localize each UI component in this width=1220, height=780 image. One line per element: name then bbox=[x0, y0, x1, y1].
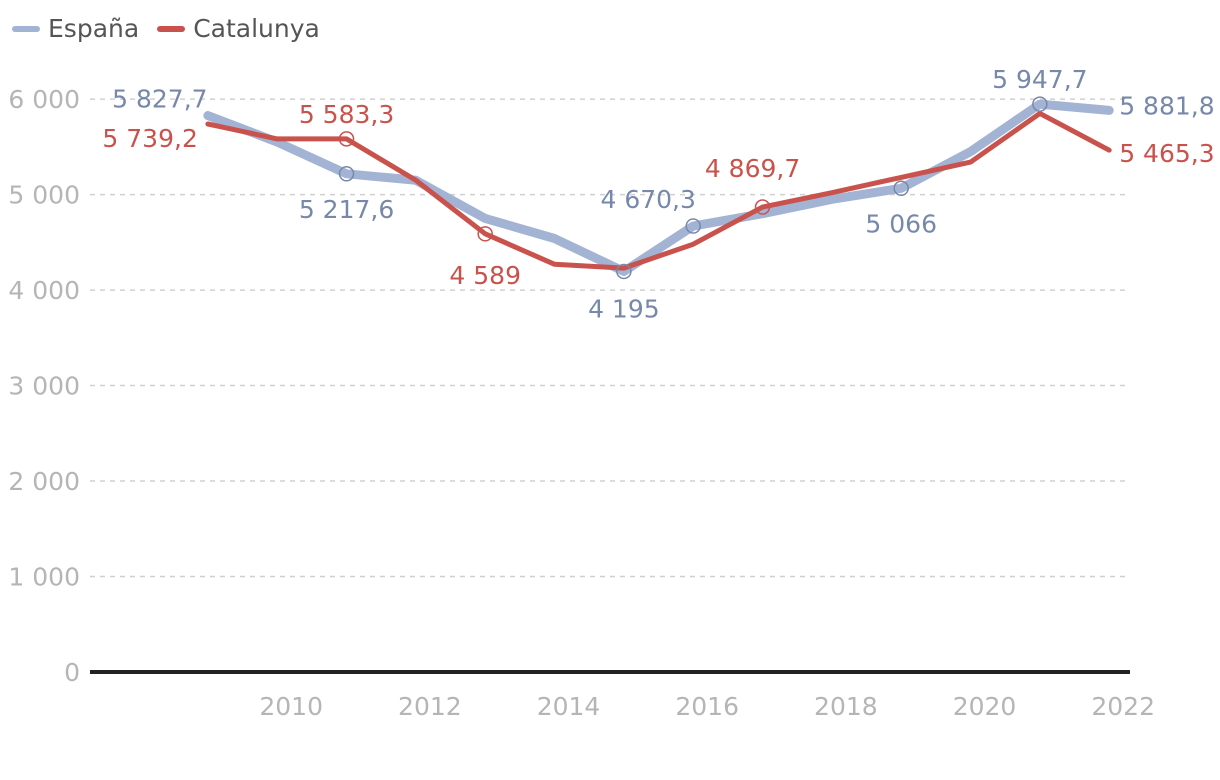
x-tick-label: 2014 bbox=[537, 692, 601, 721]
x-tick-label: 2018 bbox=[814, 692, 878, 721]
point-marker bbox=[616, 263, 632, 280]
y-tick-label: 5 000 bbox=[8, 181, 80, 210]
data-label: 4 869,7 bbox=[705, 154, 800, 183]
data-label: 5 583,3 bbox=[299, 100, 394, 129]
legend-item-catalunya[interactable]: Catalunya bbox=[157, 14, 320, 43]
x-tick-label: 2012 bbox=[398, 692, 462, 721]
y-tick-label: 4 000 bbox=[8, 276, 80, 305]
data-label: 4 670,3 bbox=[600, 185, 695, 214]
data-label: 4 589 bbox=[449, 261, 521, 290]
data-label: 5 465,3 bbox=[1119, 139, 1214, 168]
data-label: 5 827,7 bbox=[112, 85, 207, 114]
data-label: 5 947,7 bbox=[992, 65, 1087, 94]
legend: España Catalunya bbox=[12, 14, 320, 43]
x-tick-label: 2020 bbox=[953, 692, 1017, 721]
y-tick-label: 0 bbox=[64, 658, 80, 687]
legend-label-catalunya: Catalunya bbox=[193, 14, 320, 43]
y-tick-label: 1 000 bbox=[8, 563, 80, 592]
data-label: 5 881,8 bbox=[1119, 91, 1214, 120]
x-tick-label: 2016 bbox=[675, 692, 739, 721]
data-label: 4 195 bbox=[588, 294, 660, 323]
legend-label-espana: España bbox=[48, 14, 140, 43]
series-line-catalunya bbox=[205, 110, 1112, 271]
point-marker bbox=[754, 199, 771, 215]
legend-swatch-espana bbox=[12, 25, 40, 32]
y-tick-label: 2 000 bbox=[8, 467, 80, 496]
point-marker bbox=[893, 180, 909, 197]
point-marker bbox=[1032, 96, 1048, 112]
series-line-espana bbox=[203, 99, 1114, 276]
data-label: 5 739,2 bbox=[102, 124, 197, 153]
legend-swatch-catalunya bbox=[157, 25, 186, 32]
data-label: 5 066 bbox=[865, 209, 937, 238]
y-tick-label: 3 000 bbox=[8, 372, 80, 401]
point-marker bbox=[477, 226, 493, 242]
point-marker bbox=[685, 218, 701, 234]
legend-item-espana[interactable]: España bbox=[12, 14, 139, 43]
y-tick-label: 6 000 bbox=[8, 85, 80, 114]
data-label: 5 217,6 bbox=[299, 195, 394, 224]
point-marker bbox=[338, 166, 355, 182]
x-tick-label: 2010 bbox=[259, 692, 323, 721]
point-marker bbox=[338, 131, 355, 147]
x-tick-label: 2022 bbox=[1091, 692, 1155, 721]
